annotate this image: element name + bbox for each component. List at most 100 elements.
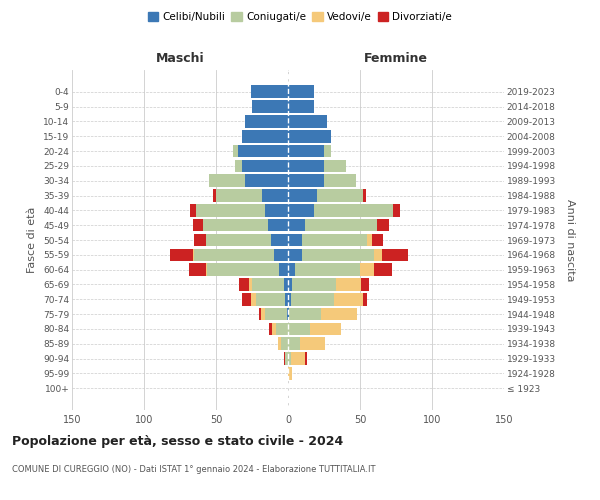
Bar xyxy=(324,160,346,172)
Bar xyxy=(280,264,288,276)
Bar xyxy=(188,264,206,276)
Bar xyxy=(259,308,260,320)
Bar xyxy=(324,174,356,187)
Bar xyxy=(288,100,314,113)
Bar xyxy=(310,322,341,335)
Bar xyxy=(239,278,249,291)
Bar xyxy=(289,308,321,320)
Bar xyxy=(288,204,314,216)
Bar xyxy=(295,264,360,276)
Bar xyxy=(208,264,280,276)
Bar xyxy=(374,248,382,261)
Bar xyxy=(334,293,363,306)
Bar xyxy=(288,234,302,246)
Bar xyxy=(271,234,288,246)
Bar xyxy=(288,367,292,380)
Bar xyxy=(374,264,392,276)
Bar xyxy=(288,322,310,335)
Y-axis label: Anni di nascita: Anni di nascita xyxy=(565,198,575,281)
Bar xyxy=(314,204,393,216)
Text: COMUNE DI CUREGGIO (NO) - Dati ISTAT 1° gennaio 2024 - Elaborazione TUTTITALIA.I: COMUNE DI CUREGGIO (NO) - Dati ISTAT 1° … xyxy=(12,465,376,474)
Bar xyxy=(292,278,335,291)
Bar xyxy=(393,204,400,216)
Bar xyxy=(242,130,288,142)
Bar xyxy=(274,248,288,261)
Bar xyxy=(265,308,287,320)
Bar xyxy=(265,204,288,216)
Bar xyxy=(288,248,302,261)
Bar xyxy=(382,248,407,261)
Bar xyxy=(233,145,238,158)
Bar xyxy=(281,338,288,350)
Text: Maschi: Maschi xyxy=(155,52,205,65)
Bar xyxy=(288,115,327,128)
Bar xyxy=(285,352,288,365)
Bar xyxy=(299,338,325,350)
Bar xyxy=(278,338,281,350)
Bar xyxy=(238,145,288,158)
Bar xyxy=(272,322,277,335)
Bar xyxy=(213,189,216,202)
Bar xyxy=(288,145,324,158)
Bar xyxy=(288,219,305,232)
Text: Popolazione per età, sesso e stato civile - 2024: Popolazione per età, sesso e stato civil… xyxy=(12,435,343,448)
Bar xyxy=(277,322,288,335)
Bar xyxy=(302,248,374,261)
Text: Femmine: Femmine xyxy=(364,52,428,65)
Bar xyxy=(251,293,256,306)
Bar xyxy=(256,293,285,306)
Bar xyxy=(206,234,271,246)
Bar xyxy=(285,293,288,306)
Bar xyxy=(242,160,288,172)
Bar xyxy=(335,278,361,291)
Bar xyxy=(193,219,203,232)
Bar xyxy=(371,234,383,246)
Bar xyxy=(288,352,291,365)
Bar xyxy=(321,308,357,320)
Bar xyxy=(193,248,194,261)
Bar xyxy=(305,219,377,232)
Bar xyxy=(216,189,262,202)
Bar xyxy=(361,278,368,291)
Bar xyxy=(194,234,206,246)
Bar xyxy=(245,115,288,128)
Y-axis label: Fasce di età: Fasce di età xyxy=(28,207,37,273)
Bar xyxy=(170,248,193,261)
Bar xyxy=(291,293,334,306)
Bar xyxy=(367,234,371,246)
Bar xyxy=(360,264,374,276)
Bar xyxy=(251,86,288,98)
Bar xyxy=(209,174,245,187)
Bar xyxy=(269,322,272,335)
Bar xyxy=(288,293,291,306)
Bar xyxy=(302,234,367,246)
Bar xyxy=(288,130,331,142)
Bar xyxy=(268,219,288,232)
Bar xyxy=(196,204,265,216)
Bar xyxy=(262,189,288,202)
Bar xyxy=(206,264,208,276)
Bar xyxy=(249,278,252,291)
Bar xyxy=(288,308,289,320)
Bar xyxy=(235,160,242,172)
Bar xyxy=(252,278,284,291)
Bar xyxy=(287,308,288,320)
Bar xyxy=(242,293,251,306)
Bar xyxy=(363,189,366,202)
Bar xyxy=(190,204,196,216)
Bar xyxy=(305,352,307,365)
Bar xyxy=(288,160,324,172)
Bar xyxy=(288,86,314,98)
Bar xyxy=(288,338,299,350)
Legend: Celibi/Nubili, Coniugati/e, Vedovi/e, Divorziati/e: Celibi/Nubili, Coniugati/e, Vedovi/e, Di… xyxy=(146,10,454,24)
Bar xyxy=(288,264,295,276)
Bar xyxy=(288,278,292,291)
Bar xyxy=(252,100,288,113)
Bar xyxy=(288,189,317,202)
Bar xyxy=(324,145,331,158)
Bar xyxy=(245,174,288,187)
Bar xyxy=(363,293,367,306)
Bar xyxy=(284,352,285,365)
Bar xyxy=(284,278,288,291)
Bar xyxy=(288,174,324,187)
